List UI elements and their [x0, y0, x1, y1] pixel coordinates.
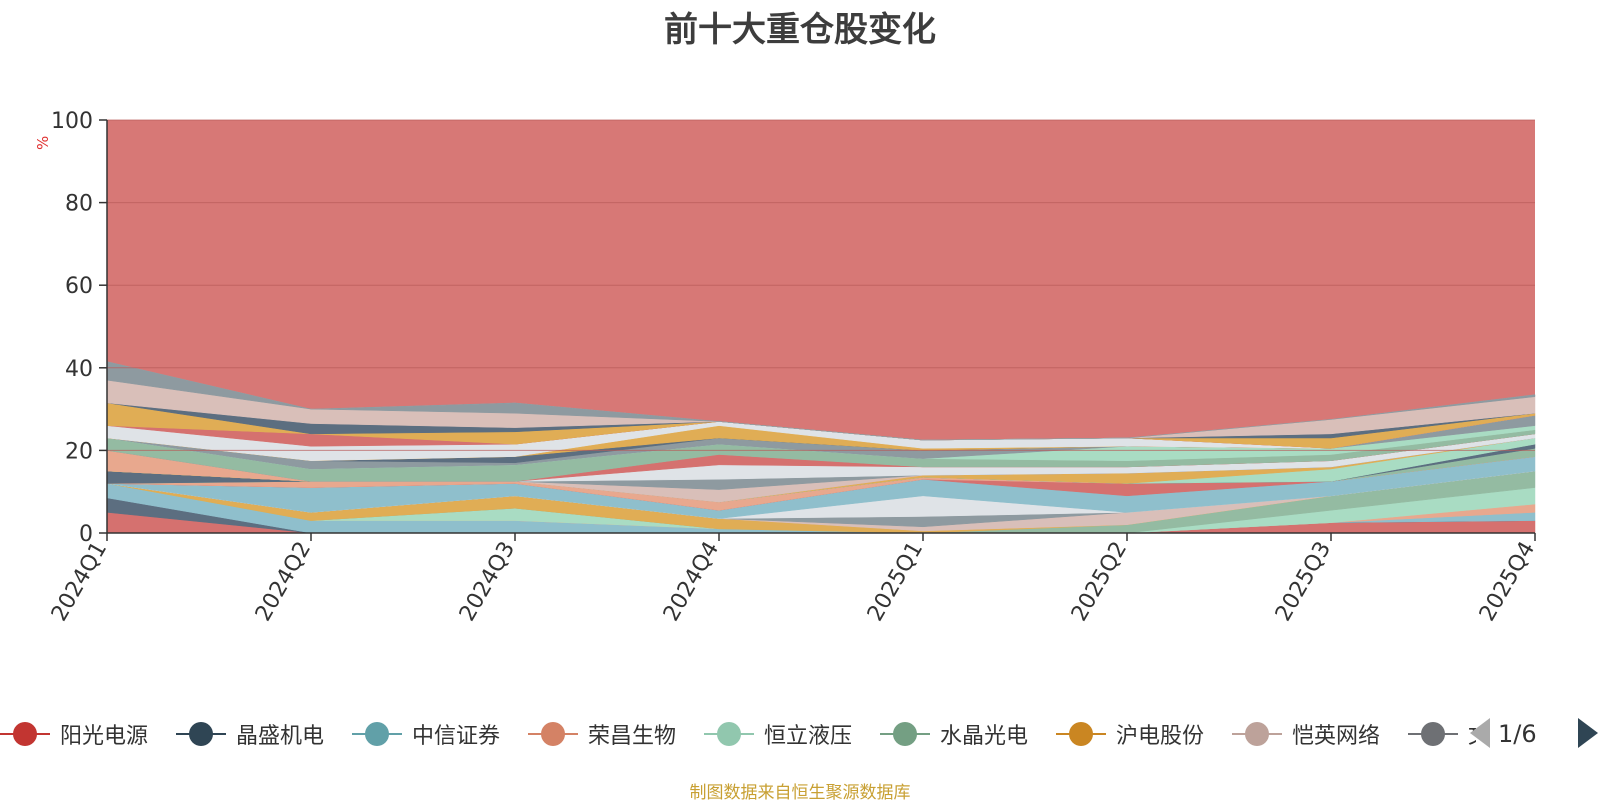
x-tick-label: 2025Q1	[863, 538, 928, 626]
legend-marker-icon	[704, 714, 754, 754]
legend-item[interactable]: 水晶光电	[880, 714, 1028, 754]
triangle-right-icon[interactable]	[1578, 718, 1598, 748]
legend-marker-icon	[0, 714, 50, 754]
legend-item[interactable]: 晶盛机电	[176, 714, 324, 754]
legend-item[interactable]: 阳光电源	[0, 714, 148, 754]
legend-label: 中信证券	[412, 724, 501, 749]
legend-marker-icon	[1232, 714, 1282, 754]
x-tick-label: 2024Q1	[47, 538, 112, 626]
y-tick-label: 40	[65, 357, 93, 382]
y-tick-label: 100	[51, 109, 93, 134]
stacked-areas	[106, 120, 1536, 534]
y-tick-label: 80	[65, 192, 93, 217]
legend-label: 水晶光电	[940, 724, 1029, 749]
legend-label: 阳光电源	[60, 724, 149, 749]
y-tick-label: 0	[79, 522, 93, 547]
y-tick-label: 20	[65, 439, 93, 464]
legend-marker-icon	[880, 714, 930, 754]
legend-label: 沪电股份	[1116, 724, 1205, 749]
x-tick-label: 2024Q4	[659, 538, 724, 626]
x-tick-label: 2025Q2	[1067, 538, 1132, 626]
area-band-32	[106, 361, 1536, 441]
legend-marker-icon	[1408, 714, 1458, 754]
area-chart: 0 20 40 60 80 100 2024Q1 2024Q2 2024Q3 2024Q4 2025…	[47, 109, 1540, 626]
legend-label: 恒立液压	[764, 724, 853, 749]
legend-label: 荣昌生物	[588, 724, 677, 749]
legend-page-indicator: 1/6	[1498, 720, 1537, 748]
legend-marker-icon	[176, 714, 226, 754]
gridlines	[107, 119, 1535, 451]
legend-item[interactable]: 中信证券	[352, 714, 500, 754]
x-tick-label: 2024Q2	[251, 538, 316, 626]
legend-marker-icon	[352, 714, 402, 754]
area-top	[107, 120, 1535, 441]
legend-item[interactable]: 恺英网络	[1232, 714, 1380, 754]
legend-item[interactable]: 荣昌生物	[528, 714, 676, 754]
x-tick-label: 2025Q3	[1271, 538, 1336, 626]
legend-marker-icon	[528, 714, 578, 754]
x-tick-label: 2025Q4	[1475, 538, 1540, 626]
data-source-note: 制图数据来自恒生聚源数据库	[689, 783, 911, 803]
legend-item[interactable]: 沪电股份	[1056, 714, 1204, 754]
legend-label: 晶盛机电	[236, 724, 325, 749]
y-tick-label: 60	[65, 274, 93, 299]
triangle-left-icon[interactable]	[1470, 718, 1490, 748]
x-tick-label: 2024Q3	[455, 538, 520, 626]
legend-item[interactable]: 恒立液压	[704, 714, 852, 754]
legend-label: 恺英网络	[1292, 724, 1381, 749]
chart-title: 前十大重仓股变化	[664, 10, 936, 50]
legend-item[interactable]: 文	[1408, 714, 1476, 754]
legend: 阳光电源 晶盛机电 中信证券 荣昌生物 恒立液压 水晶光电 沪电股份 恺英网络 文	[0, 714, 1600, 754]
legend-marker-icon	[1056, 714, 1106, 754]
